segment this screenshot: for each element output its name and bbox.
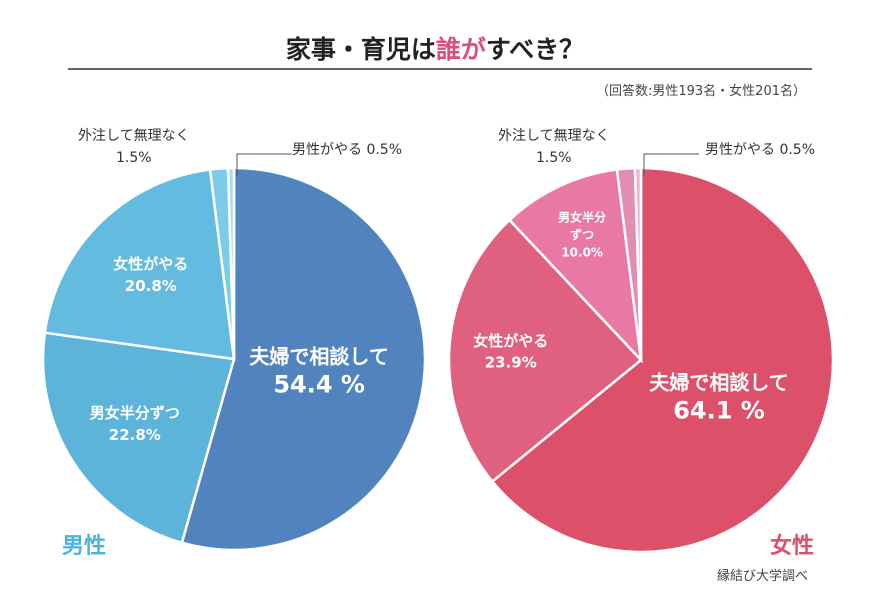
slice-category-label: 女性がやる bbox=[113, 255, 188, 273]
leader-line bbox=[236, 153, 292, 176]
source-note: 縁結び大学調べ bbox=[716, 569, 808, 584]
slice-value-label: 10.0% bbox=[561, 246, 603, 260]
title-highlight: 誰が bbox=[435, 35, 486, 64]
female-outsource-label: 外注して無理なく 1.5% bbox=[498, 126, 610, 169]
label-value: 0.5% bbox=[366, 142, 403, 158]
slice-value-label: 23.9% bbox=[485, 354, 537, 372]
pie-slice bbox=[43, 168, 236, 361]
title-prefix: 家事・育児は bbox=[285, 35, 436, 64]
label-text: 外注して無理なく bbox=[78, 128, 190, 144]
slice-value-label: 54.4 % bbox=[273, 370, 365, 398]
slice-category-label: 男女半分 bbox=[558, 210, 606, 225]
respondent-note: （回答数:男性193名・女性201名） bbox=[595, 84, 806, 99]
slice-value-label: 64.1 % bbox=[673, 397, 765, 425]
slice-category-label: 男女半分ずつ bbox=[90, 404, 180, 422]
label-text: 男性がやる bbox=[292, 142, 362, 158]
pie-slice bbox=[226, 166, 236, 360]
label-value: 1.5% bbox=[536, 149, 572, 166]
label-value: 1.5% bbox=[116, 149, 152, 166]
title-divider bbox=[68, 68, 812, 70]
label-text: 外注して無理なく bbox=[498, 128, 610, 144]
male-man-label: 男性がやる 0.5% bbox=[292, 140, 402, 162]
slice-category-label: ずつ bbox=[570, 227, 594, 242]
pie-slice bbox=[41, 331, 236, 545]
pie-slice bbox=[633, 166, 643, 361]
title-suffix: すべき？ bbox=[485, 35, 585, 64]
slice-value-label: 20.8% bbox=[125, 277, 177, 295]
pie-slice bbox=[447, 218, 643, 484]
label-value: 0.5% bbox=[779, 142, 816, 158]
slice-value-label: 22.8% bbox=[109, 426, 161, 444]
female-man-label: 男性がやる 0.5% bbox=[705, 140, 815, 162]
male-label: 男性 bbox=[62, 534, 107, 559]
female-label: 女性 bbox=[770, 534, 815, 559]
slice-category-label: 女性がやる bbox=[473, 332, 548, 350]
chart-title: 家事・育児は誰がすべき？ bbox=[0, 30, 870, 66]
pie-slice bbox=[180, 166, 427, 552]
slice-category-label: 夫婦で相談して bbox=[649, 371, 788, 395]
leader-line bbox=[643, 153, 699, 176]
pie-slice bbox=[490, 166, 835, 554]
male-outsource-label: 外注して無理なく 1.5% bbox=[78, 126, 190, 169]
pie-slice bbox=[507, 168, 643, 364]
slice-category-label: 夫婦で相談して bbox=[249, 344, 388, 368]
label-text: 男性がやる bbox=[705, 142, 775, 158]
